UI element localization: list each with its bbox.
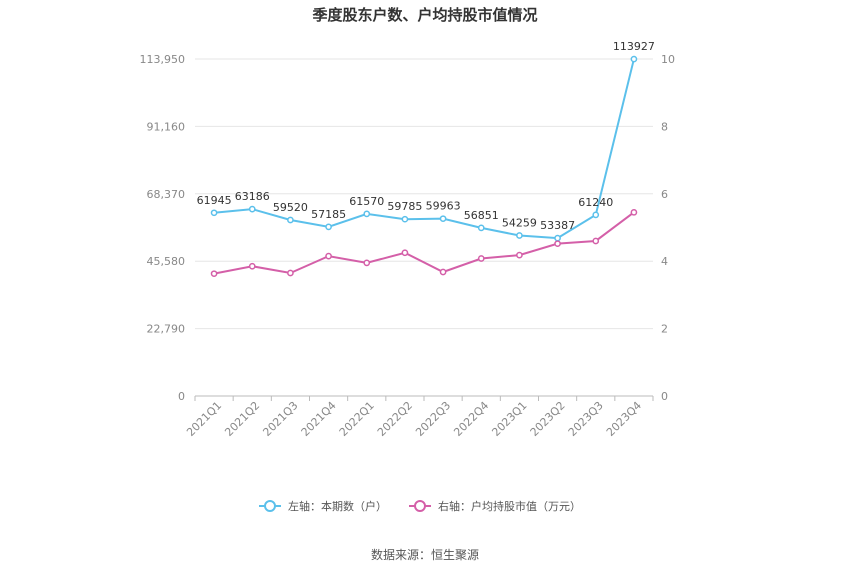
x-tick-label: 2022Q4 bbox=[451, 399, 491, 439]
legend-label: 右轴：户均持股市值（万元） bbox=[438, 499, 581, 513]
legend-item-1[interactable]: 左轴：本期数（户） bbox=[259, 499, 387, 513]
data-point[interactable] bbox=[592, 211, 600, 219]
x-axis: 2021Q12021Q22021Q32021Q42022Q12022Q22022… bbox=[184, 396, 654, 439]
data-point[interactable] bbox=[630, 208, 638, 216]
data-point[interactable] bbox=[325, 252, 332, 260]
data-point[interactable] bbox=[554, 240, 561, 248]
legend-item-2[interactable]: 右轴：户均持股市值（万元） bbox=[409, 499, 581, 513]
right-tick-label: 2 bbox=[661, 323, 668, 336]
chart-title: 季度股东户数、户均持股市值情况 bbox=[312, 6, 537, 24]
legend-marker bbox=[414, 500, 426, 512]
data-label: 57185 bbox=[311, 208, 346, 221]
data-point[interactable] bbox=[287, 269, 294, 277]
data-point[interactable] bbox=[210, 270, 218, 278]
data-label: 61570 bbox=[349, 195, 384, 208]
data-point[interactable] bbox=[363, 210, 371, 218]
data-point[interactable] bbox=[287, 216, 294, 224]
left-tick-label: 45,580 bbox=[147, 255, 186, 268]
data-point[interactable] bbox=[439, 215, 447, 223]
data-label: 54259 bbox=[502, 217, 537, 230]
right-tick-label: 6 bbox=[661, 188, 668, 201]
data-point[interactable] bbox=[630, 55, 638, 63]
data-label: 56851 bbox=[464, 209, 499, 222]
data-point[interactable] bbox=[592, 237, 600, 245]
data-point[interactable] bbox=[516, 251, 523, 259]
series-line-1 bbox=[213, 58, 635, 240]
left-axis: 0 22,790 45,580 68,370 91,160 113,950 bbox=[140, 53, 186, 403]
left-tick-label: 91,160 bbox=[147, 120, 186, 133]
data-point[interactable] bbox=[439, 268, 447, 276]
x-tick-label: 2021Q1 bbox=[184, 399, 224, 439]
right-tick-label: 10 bbox=[661, 53, 675, 66]
x-tick-label: 2021Q2 bbox=[222, 399, 262, 439]
right-tick-label: 4 bbox=[661, 255, 668, 268]
data-label: 63186 bbox=[235, 190, 270, 203]
x-tick-label: 2022Q3 bbox=[413, 399, 453, 439]
right-axis: 0 2 4 6 8 10 bbox=[661, 53, 675, 403]
data-point[interactable] bbox=[248, 262, 256, 270]
x-tick-label: 2023Q3 bbox=[566, 399, 606, 439]
data-label: 59963 bbox=[426, 200, 461, 213]
right-tick-label: 0 bbox=[661, 390, 668, 403]
legend-marker bbox=[264, 500, 276, 512]
data-point[interactable] bbox=[477, 224, 485, 232]
series-line-2 bbox=[213, 211, 635, 275]
data-point[interactable] bbox=[401, 249, 409, 257]
x-tick-label: 2022Q2 bbox=[375, 399, 415, 439]
data-label: 113927 bbox=[613, 40, 655, 53]
data-point[interactable] bbox=[477, 255, 485, 262]
data-point[interactable] bbox=[210, 209, 218, 217]
data-point[interactable] bbox=[248, 205, 256, 213]
data-point[interactable] bbox=[516, 232, 523, 239]
data-label: 59785 bbox=[387, 200, 422, 213]
data-label: 61945 bbox=[197, 194, 232, 207]
x-tick-label: 2023Q1 bbox=[489, 399, 529, 439]
data-point[interactable] bbox=[554, 234, 561, 242]
data-point[interactable] bbox=[401, 215, 409, 223]
x-tick-label: 2021Q4 bbox=[299, 399, 339, 439]
x-tick-label: 2023Q4 bbox=[604, 399, 644, 439]
data-point[interactable] bbox=[325, 223, 332, 231]
x-tick-label: 2022Q1 bbox=[337, 399, 377, 439]
legend-label: 左轴：本期数（户） bbox=[288, 499, 387, 513]
left-tick-label: 68,370 bbox=[147, 188, 186, 201]
x-tick-label: 2023Q2 bbox=[528, 399, 568, 439]
data-label: 59520 bbox=[273, 201, 308, 214]
x-tick-label: 2021Q3 bbox=[260, 399, 300, 439]
legend: 左轴：本期数（户） 右轴：户均持股市值（万元） bbox=[259, 499, 581, 513]
data-point[interactable] bbox=[363, 259, 371, 267]
data-label: 61240 bbox=[578, 196, 613, 209]
data-label: 53387 bbox=[540, 219, 575, 232]
left-tick-label: 0 bbox=[178, 390, 185, 403]
left-tick-label: 22,790 bbox=[147, 323, 186, 336]
data-source: 数据来源：恒生聚源 bbox=[371, 547, 479, 562]
right-tick-label: 8 bbox=[661, 120, 668, 133]
left-tick-label: 113,950 bbox=[140, 53, 186, 66]
grid-lines bbox=[195, 58, 653, 397]
